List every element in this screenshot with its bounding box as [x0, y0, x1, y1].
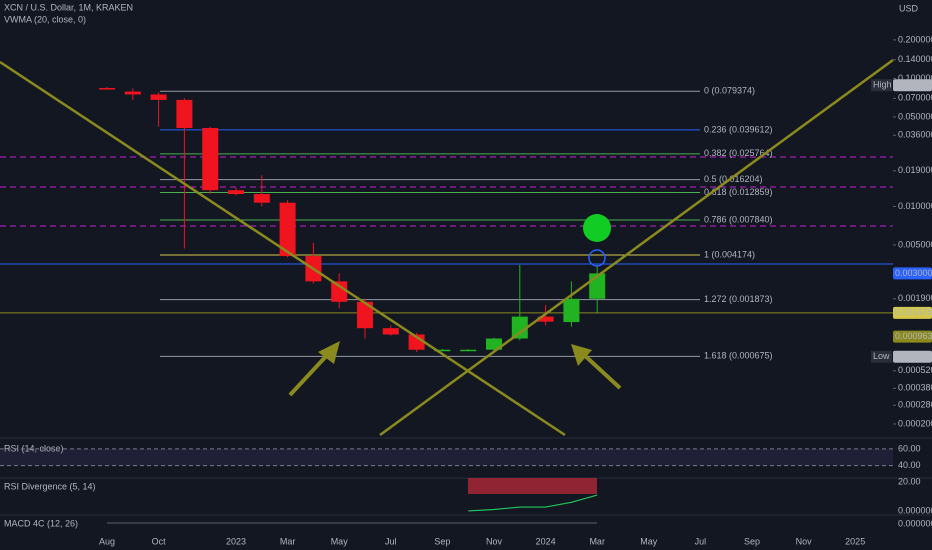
fib-label: 0.5 (0.016204): [704, 174, 763, 184]
arrow-head: [571, 344, 592, 366]
fib-label: 0.382 (0.025764): [704, 148, 773, 158]
candle-body: [563, 298, 580, 323]
price-badge-name-bg: [871, 79, 892, 92]
candle-body: [460, 349, 477, 352]
price-badge-label: 0.000670: [895, 351, 932, 361]
y-tick-label: 0.200000: [898, 34, 932, 44]
y-tick-label: 0.000000: [898, 518, 932, 528]
candle-body: [176, 99, 193, 129]
indicator-label: VWMA (20, close, 0): [4, 14, 86, 24]
fib-label: 0.786 (0.007840): [704, 214, 773, 224]
drawings: [0, 58, 894, 437]
fib-label: 0.236 (0.039612): [704, 124, 773, 134]
trend-line: [0, 60, 566, 437]
candle-body: [279, 202, 296, 257]
y-tick-label: 20.00: [898, 476, 921, 486]
y-tick-label: 0.000280: [898, 400, 932, 410]
candle-body: [511, 316, 528, 339]
price-badge: [893, 350, 932, 363]
x-tick-label: Nov: [486, 536, 503, 546]
arrow-head: [318, 341, 340, 364]
arrow: [288, 350, 332, 397]
price-badge: [893, 267, 932, 280]
y-tick-label: 40.00: [898, 460, 921, 470]
fib-label: 1 (0.004174): [704, 249, 755, 259]
divergence-band: [468, 478, 597, 494]
candle-body: [331, 281, 348, 302]
currency: USD: [899, 3, 919, 13]
price-badge-label: 0.003000: [895, 268, 932, 278]
candle-body: [253, 194, 270, 203]
x-tick-label: Sep: [744, 536, 760, 546]
rsi-band: [0, 448, 893, 466]
fib-label: 1.272 (0.001873): [704, 294, 773, 304]
price-badge-label: 0.001476: [895, 307, 932, 317]
candle-body: [150, 94, 167, 100]
y-tick-label: 0.019000: [898, 165, 932, 175]
x-tick-label: Oct: [152, 536, 167, 546]
fib-label: 0.618 (0.012859): [704, 187, 773, 197]
price-badge: [893, 330, 932, 343]
price-badge-label: 0.000963: [895, 331, 932, 341]
x-tick-label: May: [640, 536, 658, 546]
indicator-label: MACD 4C (12, 26): [4, 518, 78, 528]
marker-circle: [588, 249, 606, 267]
x-tick-label: Mar: [280, 536, 296, 546]
y-tick-label: 0.010000: [898, 201, 932, 211]
y-tick-label: 0.000380: [898, 383, 932, 393]
y-tick-label: 0.000000: [898, 505, 932, 515]
indicator-label: RSI (14, close): [4, 443, 64, 453]
candle-body: [357, 301, 373, 329]
candle-body: [434, 349, 451, 352]
y-tick-label: 0.070000: [898, 93, 932, 103]
candle-body: [99, 88, 115, 90]
y-tick-label: 0.001900: [898, 293, 932, 303]
x-tick-label: Nov: [796, 536, 813, 546]
candle-body: [537, 316, 554, 322]
candle-body: [382, 328, 399, 335]
candle-body: [486, 338, 502, 350]
x-tick-label: 2024: [536, 536, 556, 546]
x-tick-label: 2023: [226, 536, 246, 546]
y-tick-label: 60.00: [898, 443, 921, 453]
arrow: [580, 351, 622, 390]
y-tick-label: 0.005000: [898, 239, 932, 249]
price-badge-name: Low: [873, 351, 890, 361]
x-tick-label: Aug: [99, 536, 115, 546]
price-badge-name: High: [873, 80, 892, 90]
trend-line: [379, 58, 894, 437]
candle-body: [228, 190, 244, 195]
candle-body: [202, 128, 219, 191]
fib-label: 1.618 (0.000675): [704, 351, 773, 361]
y-tick-label: 0.000200: [898, 418, 932, 428]
y-tick-label: 0.100000: [898, 73, 932, 83]
indicator-label: RSI Divergence (5, 14): [4, 481, 96, 491]
price-badge: [893, 79, 932, 92]
marker-circle: [583, 214, 611, 242]
price-badge-label: 0.088470: [895, 80, 932, 90]
x-tick-label: Jul: [385, 536, 397, 546]
price-badge: [893, 306, 932, 319]
y-tick-label: 0.036000: [898, 130, 932, 140]
fib-label: 0 (0.079374): [704, 86, 755, 96]
x-tick-label: May: [331, 536, 349, 546]
chart-title: XCN / U.S. Dollar, 1M, KRAKEN: [4, 2, 133, 12]
x-tick-label: Mar: [589, 536, 605, 546]
y-tick-label: 0.140000: [898, 54, 932, 64]
y-tick-label: 0.000520: [898, 365, 932, 375]
price-badge-name-bg: [871, 350, 892, 363]
x-tick-label: Sep: [434, 536, 450, 546]
candle-body: [124, 91, 141, 95]
y-tick-label: 0.050000: [898, 111, 932, 121]
x-tick-label: 2025: [845, 536, 865, 546]
x-tick-label: Jul: [695, 536, 707, 546]
divergence-line: [468, 494, 598, 512]
